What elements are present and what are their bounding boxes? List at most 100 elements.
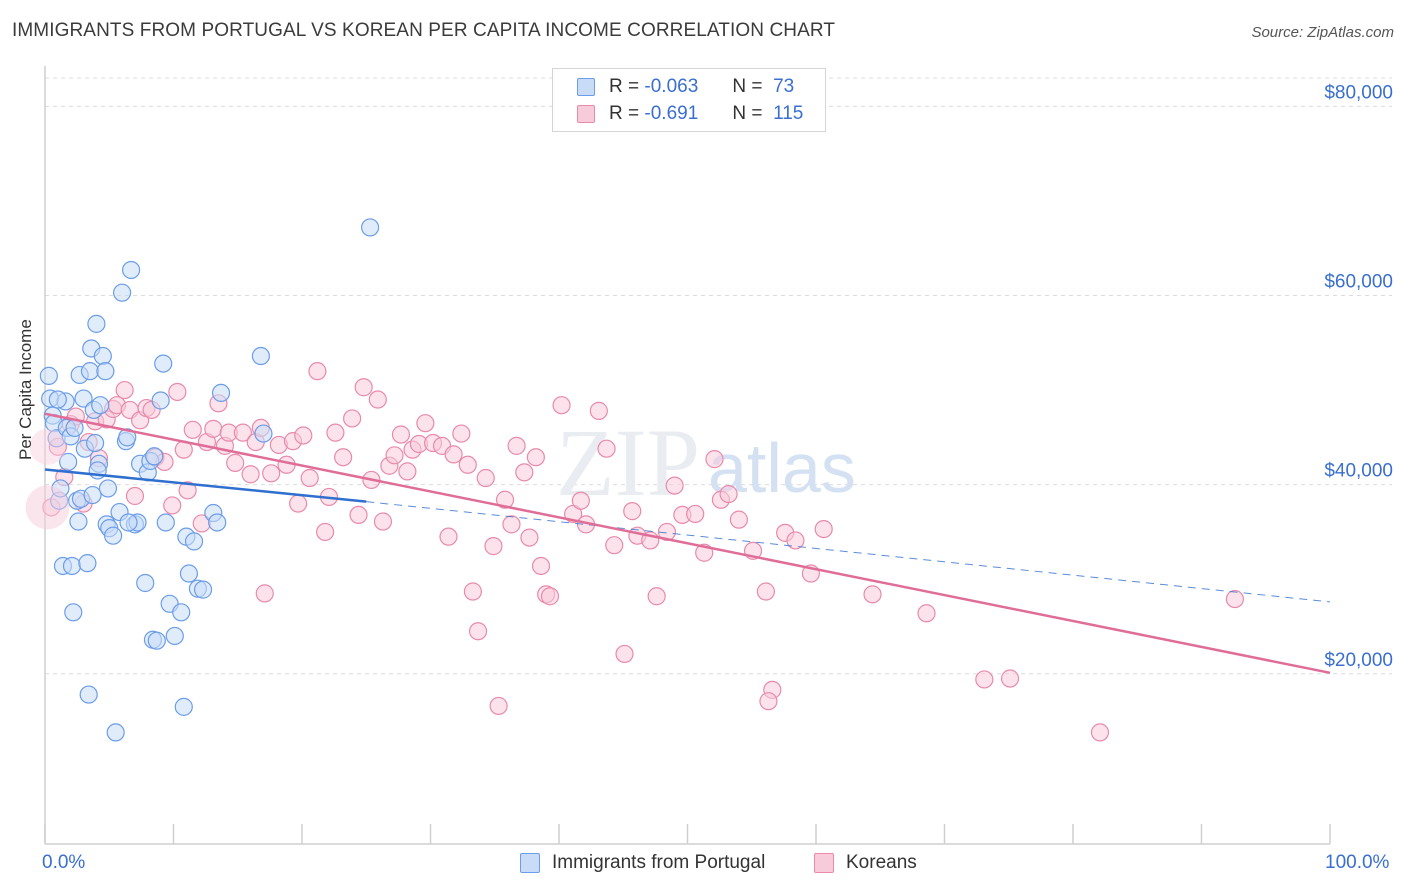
point-koreans <box>233 423 252 442</box>
point-koreans <box>647 587 666 606</box>
point-portugal <box>174 697 193 716</box>
point-portugal <box>98 479 118 498</box>
bottom-legend-koreans: Koreans <box>814 852 917 874</box>
point-koreans <box>125 486 145 506</box>
point-portugal <box>39 366 58 385</box>
point-portugal <box>106 723 125 742</box>
point-portugal <box>147 631 166 650</box>
point-koreans <box>1090 723 1110 742</box>
point-koreans <box>204 419 223 438</box>
point-portugal <box>48 390 67 409</box>
point-koreans <box>391 425 411 444</box>
point-portugal <box>121 260 141 280</box>
point-koreans <box>416 414 435 433</box>
stats-legend: R = -0.063 N = 73 R = -0.691 N = 115 <box>552 68 826 132</box>
point-portugal <box>74 389 93 408</box>
point-koreans <box>540 587 560 606</box>
point-koreans <box>719 484 738 504</box>
point-portugal <box>79 685 98 704</box>
point-koreans <box>463 582 483 601</box>
point-koreans <box>255 584 274 603</box>
point-koreans <box>756 582 775 601</box>
point-portugal <box>156 513 175 532</box>
point-portugal <box>361 218 380 237</box>
trend-line-portugal-extrapolated <box>366 501 1331 603</box>
point-koreans <box>343 409 362 428</box>
point-portugal <box>83 485 102 505</box>
legend-row-portugal: R = -0.063 N = 73 <box>577 75 794 99</box>
point-koreans <box>1225 589 1245 609</box>
point-koreans <box>354 378 373 397</box>
point-portugal <box>172 603 191 622</box>
point-koreans <box>115 380 134 400</box>
point-koreans <box>226 453 245 472</box>
legend-swatch-koreans <box>577 105 595 123</box>
legend-swatch-portugal <box>577 78 595 96</box>
point-koreans <box>289 494 308 513</box>
y-tick-label: $20,000 <box>1324 650 1393 671</box>
legend-r-value-koreans: -0.691 <box>644 103 699 124</box>
point-koreans <box>729 510 749 529</box>
chart-title: IMMIGRANTS FROM PORTUGAL VS KOREAN PER C… <box>12 20 836 41</box>
point-koreans <box>495 490 515 509</box>
y-tick-label: $80,000 <box>1324 82 1393 103</box>
point-koreans <box>300 468 319 488</box>
point-portugal <box>91 396 110 415</box>
point-koreans <box>975 670 994 689</box>
point-koreans <box>373 512 393 531</box>
trend-line-portugal <box>44 468 367 503</box>
point-koreans <box>502 515 521 534</box>
bottom-legend-label-koreans: Koreans <box>846 852 917 873</box>
point-koreans <box>507 436 526 455</box>
point-koreans <box>316 522 335 542</box>
bottom-legend-swatch-portugal <box>520 853 540 873</box>
point-koreans <box>686 504 705 524</box>
point-koreans <box>657 522 677 542</box>
point-koreans <box>444 445 463 464</box>
point-portugal <box>193 580 213 599</box>
point-portugal <box>87 314 106 333</box>
point-portugal <box>80 362 100 381</box>
point-portugal <box>145 447 164 466</box>
point-koreans <box>241 465 260 484</box>
legend-n-label: N = <box>732 76 763 97</box>
point-koreans <box>262 464 281 483</box>
point-portugal <box>208 513 227 532</box>
point-koreans <box>531 556 551 576</box>
legend-r-label: R = <box>609 76 640 97</box>
point-koreans <box>917 604 936 623</box>
point-koreans <box>439 527 458 546</box>
point-portugal <box>179 564 199 583</box>
point-koreans <box>308 362 327 381</box>
point-portugal <box>165 626 184 646</box>
point-portugal <box>86 433 105 453</box>
watermark: ZIP atlas <box>556 409 856 516</box>
y-tick-labels: $20,000 $40,000 $60,000 $80,000 <box>1324 82 1393 670</box>
point-portugal <box>78 554 97 573</box>
point-koreans <box>334 448 353 467</box>
point-koreans <box>452 424 471 443</box>
point-koreans <box>526 448 545 467</box>
point-koreans <box>183 420 202 439</box>
legend-r-label: R = <box>609 103 640 124</box>
point-koreans <box>468 622 488 641</box>
point-portugal <box>119 513 138 532</box>
point-koreans <box>385 446 404 465</box>
point-koreans-cluster <box>25 485 70 530</box>
legend-n-value-portugal: 73 <box>773 76 795 97</box>
point-koreans <box>597 439 616 458</box>
point-koreans <box>484 537 503 556</box>
gridlines <box>45 77 1392 675</box>
point-koreans <box>615 644 634 664</box>
trend-lines <box>44 412 1331 675</box>
point-portugal <box>104 526 123 545</box>
point-koreans <box>163 496 182 515</box>
point-koreans <box>571 491 590 510</box>
point-portugal <box>59 452 78 472</box>
y-axis-title: Per Capita Income <box>16 319 35 460</box>
point-koreans <box>168 382 187 402</box>
point-portugal <box>93 346 112 366</box>
point-portugal <box>184 532 204 551</box>
point-portugal <box>254 424 273 443</box>
